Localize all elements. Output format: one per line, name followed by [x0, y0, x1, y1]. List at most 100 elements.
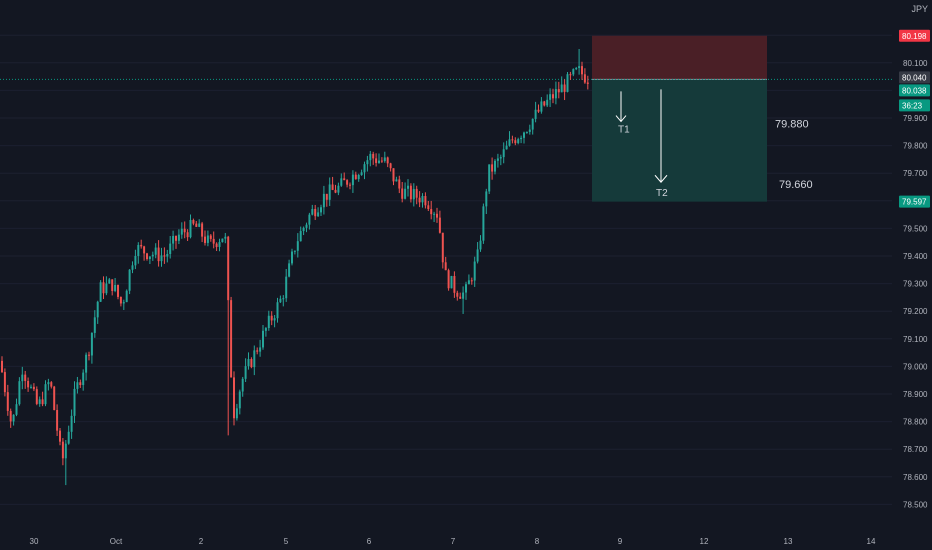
- candle-body: [175, 235, 177, 241]
- candle-body: [189, 220, 192, 238]
- candle-body: [354, 174, 357, 180]
- candle-body: [380, 160, 383, 162]
- candle-body: [41, 399, 44, 405]
- candle-body: [64, 443, 67, 459]
- candle-body: [137, 244, 140, 257]
- candle-body: [117, 284, 119, 297]
- current-price-tag-label: 80.038: [902, 86, 927, 95]
- candle-body: [293, 250, 296, 252]
- candle-body: [575, 68, 578, 70]
- candle-body: [154, 247, 157, 255]
- candle-body: [264, 328, 267, 331]
- candle-body: [409, 185, 412, 200]
- countdown-price-tag: [899, 99, 930, 112]
- candle-body: [125, 290, 128, 303]
- candle-body: [438, 217, 441, 233]
- candle-body: [447, 270, 450, 289]
- take-profit-zone: [592, 79, 767, 202]
- candle-body: [496, 158, 499, 161]
- candle-body: [334, 189, 337, 193]
- candle-body: [476, 249, 479, 262]
- candle-body: [206, 235, 209, 243]
- candle-body: [340, 178, 343, 186]
- time-tick-label: 6: [367, 537, 372, 546]
- candle-body: [209, 235, 212, 239]
- candle-body: [79, 382, 82, 386]
- candle-body: [549, 94, 552, 100]
- price-tick-label: 79.200: [903, 307, 928, 316]
- price-tick-label: 79.100: [903, 335, 928, 344]
- candle-body: [198, 223, 201, 227]
- candle-body: [398, 179, 401, 189]
- candle-body: [349, 184, 351, 186]
- candle-body: [3, 372, 6, 393]
- candle-body: [566, 74, 569, 92]
- candle-body: [392, 168, 395, 182]
- candle-body: [534, 109, 537, 119]
- candle-body: [212, 238, 215, 244]
- price-axis[interactable]: 80.100 79.900 79.800 79.700 79.500 79.400 79.3…: [903, 59, 928, 510]
- candle-body: [27, 380, 30, 388]
- time-axis[interactable]: 30 Oct 2 5 6 7 8 9 12 13 14: [30, 537, 876, 546]
- candle-body: [279, 298, 282, 303]
- candle-body: [531, 118, 534, 130]
- candle-body: [67, 431, 70, 444]
- candle-body: [331, 184, 334, 190]
- candle-body: [146, 253, 148, 260]
- candle-body: [21, 374, 24, 382]
- candle-body: [343, 178, 346, 181]
- candle-body: [363, 164, 366, 173]
- candle-body: [218, 242, 221, 247]
- candle-body: [166, 254, 169, 257]
- candle-body: [554, 89, 557, 99]
- t2-arrow-head-icon: [654, 174, 668, 184]
- candle-body: [337, 185, 340, 193]
- price-tick-label: 79.500: [903, 224, 928, 233]
- candle-body: [418, 197, 421, 203]
- candle-body: [415, 188, 418, 198]
- candle-body: [357, 175, 360, 180]
- candle-body: [105, 283, 108, 294]
- candle-body: [131, 265, 134, 270]
- target-price-tag-label: 79.597: [902, 198, 927, 207]
- candle-body: [453, 276, 456, 293]
- candle-body: [73, 388, 76, 416]
- candle-body: [15, 404, 18, 415]
- candle-body: [151, 254, 154, 257]
- stop-loss-zone: [592, 35, 767, 80]
- candle-body: [53, 386, 56, 411]
- candle-body: [401, 188, 404, 199]
- candle-body: [12, 414, 15, 422]
- candle-body: [560, 84, 563, 93]
- candle-body: [366, 160, 369, 165]
- candle-body: [270, 315, 273, 321]
- candle-body: [204, 236, 206, 243]
- candle-body: [586, 82, 589, 84]
- candle-body: [517, 139, 520, 144]
- candle-body: [1, 360, 3, 373]
- candle-body: [421, 196, 424, 203]
- candle-body: [47, 382, 50, 385]
- candle-body: [241, 378, 244, 392]
- candle-body: [430, 209, 433, 215]
- candle-body: [505, 145, 508, 150]
- candle-body: [540, 101, 543, 112]
- currency-badge[interactable]: JPY: [911, 4, 928, 14]
- candle-body: [35, 389, 38, 404]
- candle-body: [502, 149, 505, 158]
- candle-body: [273, 318, 276, 321]
- candle-body: [450, 276, 453, 289]
- time-tick-label: 8: [535, 537, 540, 546]
- candle-body: [285, 276, 288, 299]
- candle-body: [221, 238, 224, 243]
- price-tick-label: 79.700: [903, 169, 928, 178]
- candle-body: [148, 256, 151, 260]
- price-tick-label: 79.400: [903, 252, 928, 261]
- candle-body: [407, 185, 409, 189]
- candle-body: [18, 381, 21, 405]
- candle-body: [412, 188, 415, 200]
- candle-body: [557, 89, 560, 93]
- candle-body: [50, 382, 53, 387]
- candle-body: [543, 101, 546, 106]
